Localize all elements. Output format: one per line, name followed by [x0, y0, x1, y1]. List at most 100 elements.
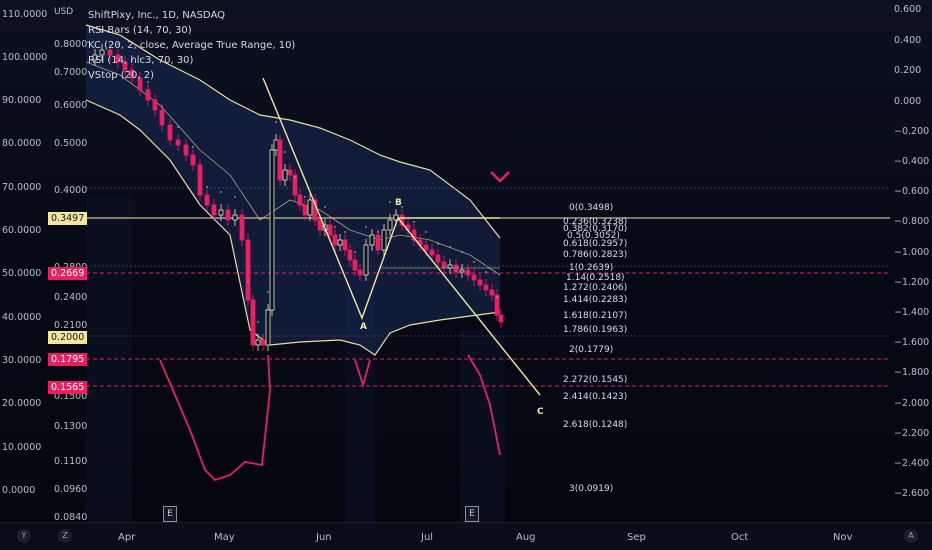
fib-label: 2(0.1779) [569, 345, 614, 355]
rsi-axis-label: −0.400 [894, 156, 930, 167]
price-axis-left[interactable]: USD 110.0000 100.0000 90.0000 80.0000 70… [0, 0, 88, 523]
candle-body [232, 214, 238, 221]
vstop-dot [87, 41, 89, 43]
fib-label: 1.618(0.2107) [563, 311, 628, 321]
candle-body [459, 269, 465, 273]
rsi-axis-label: −1.000 [894, 247, 930, 258]
month-label: Jun [316, 532, 332, 543]
candle-body [342, 239, 348, 251]
symbol-title[interactable]: ShiftPixy, Inc., 1D, NASDAQ [88, 10, 225, 21]
rsi-axis-label: −2.000 [894, 398, 930, 409]
timezone-y-button[interactable]: Y [17, 529, 31, 543]
fib-label: 1.14(0.2518) [566, 273, 625, 283]
fib-label: 0.236(0.3238) [563, 217, 628, 227]
candle-body [347, 249, 353, 261]
indicator-rsi[interactable]: RSI (14, hlc3, 70, 30) [88, 55, 194, 66]
price-tag: 0.2669 [48, 267, 88, 280]
vstop-dot [147, 81, 149, 83]
candle-body [122, 61, 128, 71]
candle-body [307, 199, 313, 216]
candle-body [260, 339, 266, 346]
price-chart-plot[interactable] [0, 0, 932, 522]
candle-body [363, 244, 369, 276]
candle-body [190, 154, 196, 166]
vstop-dot [257, 321, 259, 323]
candle-body [167, 124, 173, 141]
vstop-dot [304, 196, 306, 198]
candle-body [107, 49, 113, 56]
candle-body [152, 99, 158, 111]
vstop-dot [177, 126, 179, 128]
vstop-dot [344, 231, 346, 233]
candle-body [498, 314, 504, 323]
candle-body [277, 139, 283, 181]
vstop-dot [425, 231, 427, 233]
price-tag: 0.2000 [48, 331, 88, 344]
rsi-axis-label: −2.600 [894, 488, 930, 499]
rsi-axis-label: −1.400 [894, 307, 930, 318]
earnings-marker[interactable]: E [465, 506, 479, 522]
candle-body [489, 289, 495, 296]
candle-body [477, 279, 483, 286]
rsi-axis-label: −0.800 [894, 216, 930, 227]
candle-body [297, 194, 303, 206]
vstop-dot [117, 43, 119, 45]
month-label: Jul [421, 532, 434, 543]
log-price-label: 0.1100 [54, 456, 88, 467]
earnings-marker[interactable]: E [163, 506, 177, 522]
candle-body [447, 264, 453, 269]
fib-label: 2.272(0.1545) [563, 375, 628, 385]
indicator-legend[interactable]: ShiftPixy, Inc., 1D, NASDAQ RSI Bars (14… [88, 8, 295, 83]
rsi-shade-jul [460, 330, 505, 522]
log-price-label: 0.2400 [54, 292, 88, 303]
vstop-dot [389, 201, 391, 203]
fib-label: 0(0.3498) [569, 203, 614, 213]
fib-label: 1(0.2639) [569, 263, 614, 273]
vstop-dot [354, 251, 356, 253]
price-label: 50.0000 [2, 268, 42, 279]
indicator-kc[interactable]: KC (20, 2, close, Average True Range, 10… [88, 40, 296, 51]
timezone-z-button[interactable]: Z [58, 529, 72, 543]
candle-body [159, 109, 165, 126]
log-price-label: 0.8000 [54, 39, 88, 50]
candle-body [250, 299, 256, 346]
price-label: 20.0000 [2, 398, 42, 409]
price-label: 110.0000 [2, 9, 48, 20]
time-axis[interactable] [0, 522, 932, 550]
log-price-label: 0.5000 [54, 138, 88, 149]
indicator-vstop[interactable]: VStop (20, 2) [88, 70, 155, 81]
month-label: Aug [516, 532, 536, 543]
vstop-dot [365, 226, 367, 228]
vstop-dot [294, 176, 296, 178]
log-price-label: 0.6000 [54, 100, 88, 111]
month-label: May [214, 532, 235, 543]
candle-body [204, 194, 210, 206]
vstop-dot [192, 146, 194, 148]
vstop-dot [449, 246, 451, 248]
rsi-line-jun [354, 359, 371, 389]
wave-label-c: C [537, 407, 544, 417]
down-arrow-marker-icon [490, 171, 510, 183]
indicator-rsi-bars[interactable]: RSI Bars (14, 70, 30) [88, 25, 192, 36]
kc-lower-band [85, 99, 501, 356]
candle-body [115, 54, 121, 63]
month-label: Apr [118, 532, 136, 543]
vstop-dot [334, 226, 336, 228]
rsi-axis-label: 0.600 [894, 4, 922, 15]
auto-scale-button[interactable]: A [904, 529, 918, 543]
price-tag: 0.3497 [48, 212, 88, 225]
indicator-axis-right[interactable] [890, 0, 932, 522]
currency-label: USD [54, 7, 74, 17]
candle-body [483, 284, 489, 291]
candle-body [441, 261, 447, 269]
fib-label: 2.414(0.1423) [563, 392, 628, 402]
wave-label-a: A [360, 322, 367, 332]
log-price-label: 0.0960 [54, 484, 88, 495]
candle-body [211, 204, 217, 216]
candle-body [465, 269, 471, 276]
vstop-dot [275, 121, 277, 123]
candle-body [327, 224, 333, 236]
candle-body [245, 239, 251, 301]
kc-upper-band [85, 24, 501, 239]
